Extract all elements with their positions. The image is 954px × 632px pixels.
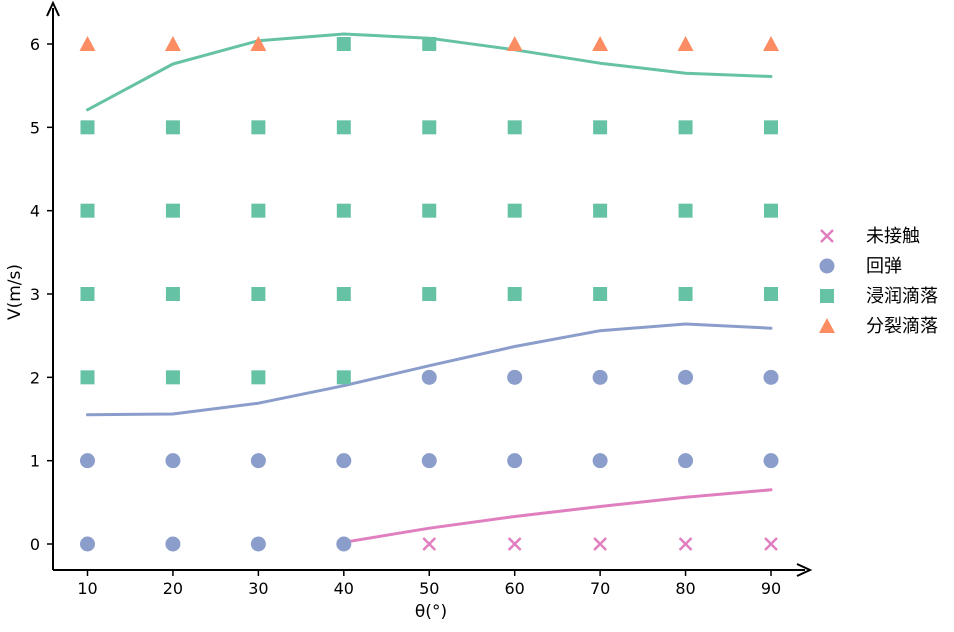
data-point-square	[678, 287, 693, 301]
data-point-triangle	[79, 36, 96, 51]
data-point-square	[593, 203, 608, 218]
data-point-square	[336, 37, 351, 51]
x-tick-label: 10	[77, 579, 97, 598]
data-point-circle	[421, 453, 437, 469]
data-point-square	[80, 203, 95, 218]
data-point-circle	[250, 536, 266, 552]
data-point-square	[422, 287, 437, 301]
y-tick-label: 5	[30, 118, 40, 137]
x-tick-label: 40	[334, 579, 354, 598]
legend-marker-x	[820, 229, 834, 243]
data-point-square	[80, 120, 95, 135]
data-point-circle	[507, 453, 523, 469]
legend-marker-triangle	[819, 318, 835, 333]
x-ticks: 10 20 30 40 50 60 70 80 90	[77, 570, 781, 598]
data-point-square	[336, 370, 351, 385]
legend-label: 分裂滴落	[866, 316, 938, 337]
data-point-circle	[592, 453, 608, 469]
y-tick-label: 3	[30, 285, 40, 304]
data-point-circle	[165, 536, 181, 552]
data-point-square	[336, 203, 351, 218]
data-point-square	[764, 120, 778, 135]
data-point-x	[764, 537, 778, 551]
data-point-square	[336, 287, 351, 301]
data-point-square	[422, 120, 437, 135]
data-point-circle	[678, 369, 694, 385]
data-point-circle	[421, 369, 437, 385]
data-point-triangle	[677, 36, 694, 51]
y-ticks: 0 1 2 3 4 5 6	[30, 35, 53, 554]
x-tick-label: 30	[248, 579, 268, 598]
x-tick-label: 20	[163, 579, 183, 598]
fit-curve-1	[342, 488, 773, 544]
x-tick-label: 80	[675, 579, 695, 598]
y-tick-label: 2	[30, 368, 40, 387]
data-point-square	[507, 120, 522, 135]
data-point-square	[764, 203, 778, 218]
data-point-square	[165, 120, 180, 135]
data-point-x	[678, 537, 693, 551]
data-point-square	[251, 287, 266, 301]
data-point-circle	[250, 453, 266, 469]
legend-label: 回弹	[866, 256, 902, 277]
y-tick-label: 1	[30, 452, 40, 471]
y-tick-label: 4	[30, 202, 40, 221]
data-point-circle	[336, 453, 352, 469]
data-point-circle	[507, 369, 523, 385]
y-tick-label: 0	[30, 535, 40, 554]
data-point-circle	[80, 453, 95, 469]
x-axis-title: θ(°)	[415, 602, 447, 622]
data-point-square	[80, 370, 95, 385]
x-tick-label: 50	[419, 579, 439, 598]
data-point-square	[251, 120, 266, 135]
data-point-circle	[763, 369, 779, 385]
data-point-x	[593, 537, 608, 551]
x-tick-label: 90	[761, 579, 781, 598]
data-point-square	[764, 287, 778, 301]
data-point-square	[422, 203, 437, 218]
data-point-x	[507, 537, 522, 551]
data-point-square	[80, 287, 95, 301]
y-axis-title: V(m/s)	[5, 264, 25, 320]
x-tick-label: 60	[505, 579, 525, 598]
data-point-x	[422, 537, 437, 551]
data-point-triangle	[506, 36, 523, 51]
data-point-square	[422, 37, 437, 51]
data-point-circle	[80, 536, 95, 552]
data-point-triangle	[164, 36, 181, 51]
data-point-square	[165, 287, 180, 301]
data-point-square	[678, 120, 693, 135]
legend-label: 未接触	[866, 226, 920, 247]
data-point-square	[165, 203, 180, 218]
data-point-circle	[763, 453, 779, 469]
legend-label: 浸润滴落	[866, 286, 938, 307]
data-points	[79, 36, 779, 552]
data-point-circle	[592, 369, 608, 385]
data-point-square	[593, 120, 608, 135]
y-axis-arrow	[46, 0, 60, 17]
data-point-square	[678, 203, 693, 218]
data-point-square	[507, 203, 522, 218]
legend-marker-circle	[819, 258, 835, 274]
data-point-square	[165, 370, 180, 385]
x-tick-label: 70	[590, 579, 610, 598]
data-point-circle	[165, 453, 181, 469]
data-point-triangle	[250, 36, 267, 51]
x-axis-arrow	[796, 563, 813, 577]
data-point-square	[251, 370, 266, 385]
data-point-square	[336, 120, 351, 135]
data-point-triangle	[763, 36, 779, 51]
data-point-square	[507, 287, 522, 301]
data-point-circle	[678, 453, 694, 469]
data-point-circle	[336, 536, 352, 552]
y-tick-label: 6	[30, 35, 40, 54]
data-point-square	[251, 203, 266, 218]
data-point-square	[593, 287, 608, 301]
data-point-triangle	[592, 36, 609, 51]
legend-marker-square	[820, 289, 834, 303]
fit-curve-2	[86, 322, 773, 417]
